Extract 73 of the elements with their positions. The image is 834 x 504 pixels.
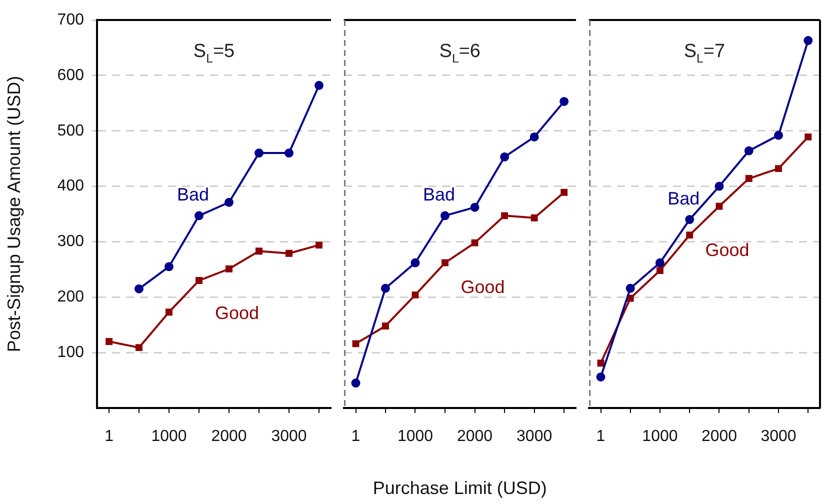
point — [626, 284, 635, 293]
point — [106, 338, 113, 345]
point — [316, 242, 322, 249]
point — [470, 202, 480, 212]
series-label: Good — [460, 276, 505, 297]
point — [597, 360, 604, 367]
series-label: Bad — [668, 188, 700, 209]
y-tick-label: 100 — [57, 344, 84, 361]
point — [382, 322, 389, 330]
x-tick-label: 1 — [104, 428, 114, 446]
point — [442, 259, 448, 266]
point — [194, 211, 204, 220]
point — [716, 202, 723, 210]
series-label: Good — [705, 240, 750, 260]
point — [284, 148, 294, 158]
point — [656, 267, 664, 274]
point — [745, 175, 752, 182]
y-tick-label: 500 — [57, 122, 84, 140]
point — [744, 146, 754, 156]
point — [314, 80, 324, 90]
x-tick-label: 1000 — [397, 428, 434, 446]
point — [560, 96, 569, 106]
point — [226, 265, 232, 272]
point — [596, 372, 606, 382]
point — [166, 308, 172, 316]
x-axis-title: Purchase Limit (USD) — [372, 478, 547, 498]
point — [530, 132, 539, 142]
point — [560, 188, 568, 196]
point — [136, 344, 142, 352]
point — [134, 284, 144, 294]
point — [804, 133, 812, 140]
point — [286, 250, 292, 257]
point — [351, 378, 360, 388]
point — [685, 215, 694, 224]
y-tick-label: 700 — [57, 11, 84, 28]
point — [352, 340, 360, 348]
y-tick-label: 400 — [57, 178, 84, 195]
series-label: Bad — [422, 184, 456, 205]
point — [500, 152, 510, 162]
x-tick-label: 2000 — [211, 428, 247, 446]
x-tick-label: 3000 — [271, 428, 307, 446]
point — [440, 211, 450, 220]
point — [471, 239, 478, 246]
x-tick-label: 1 — [351, 428, 360, 446]
point — [256, 248, 262, 255]
point — [254, 148, 264, 158]
series-label: Good — [214, 302, 260, 323]
x-tick-label: 3000 — [760, 428, 796, 446]
point — [686, 232, 694, 239]
x-tick-label: 1 — [596, 428, 606, 446]
point — [412, 291, 419, 298]
x-tick-label: 1000 — [642, 428, 678, 446]
x-tick-label: 1000 — [151, 428, 187, 446]
point — [775, 165, 782, 172]
point — [501, 212, 508, 220]
x-tick-label: 2000 — [456, 428, 493, 446]
point — [530, 214, 538, 222]
y-tick-label: 600 — [57, 66, 84, 84]
x-tick-label: 3000 — [516, 428, 552, 446]
point — [164, 262, 174, 272]
y-tick-label: 200 — [57, 288, 84, 306]
point — [224, 198, 234, 207]
point — [410, 258, 420, 268]
series-label: Bad — [176, 184, 209, 205]
x-tick-label: 2000 — [701, 428, 738, 446]
point — [196, 277, 202, 284]
y-tick-label: 300 — [57, 233, 84, 250]
point — [714, 182, 724, 191]
y-axis-title: Post-Signup Usage Amount (USD) — [4, 76, 24, 352]
point — [804, 36, 813, 46]
point — [380, 284, 390, 293]
point — [655, 258, 664, 268]
point — [774, 130, 784, 140]
